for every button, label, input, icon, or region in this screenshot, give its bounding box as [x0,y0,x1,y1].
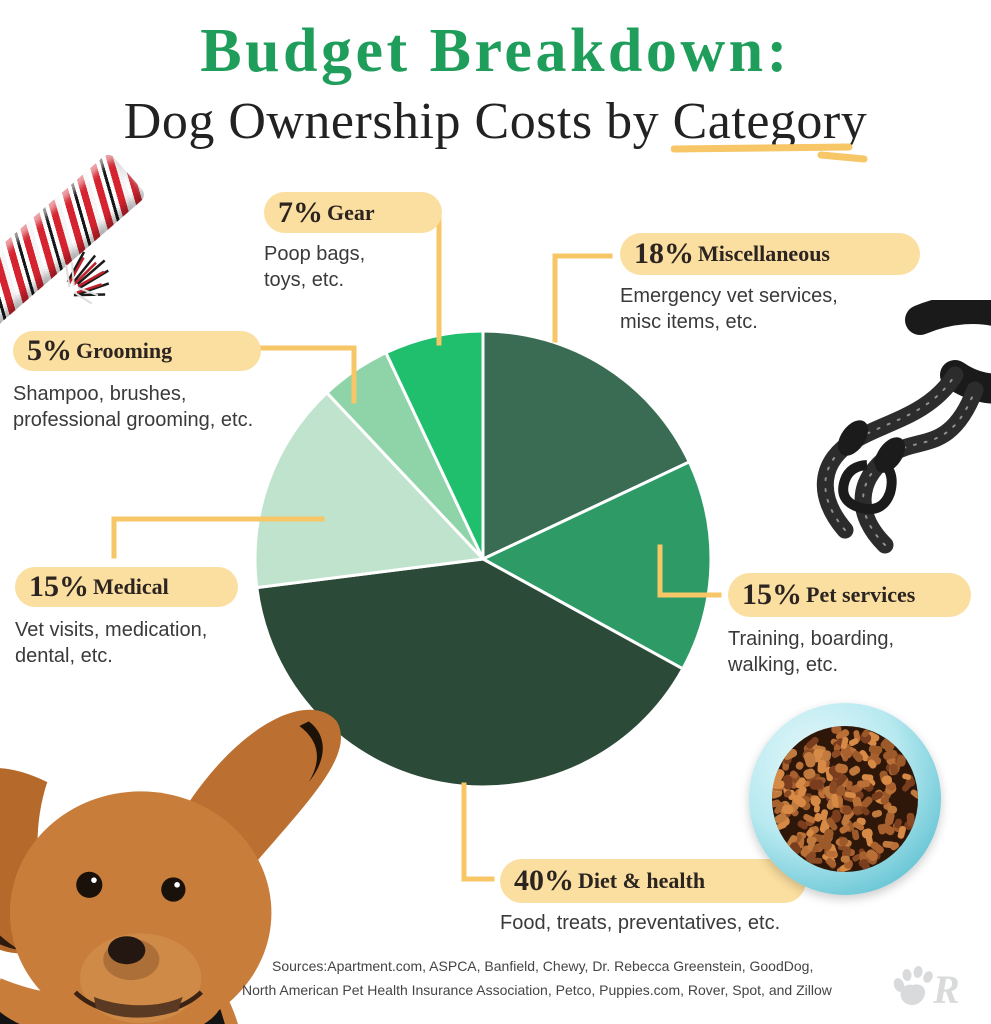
svg-text:R: R [932,967,960,1012]
